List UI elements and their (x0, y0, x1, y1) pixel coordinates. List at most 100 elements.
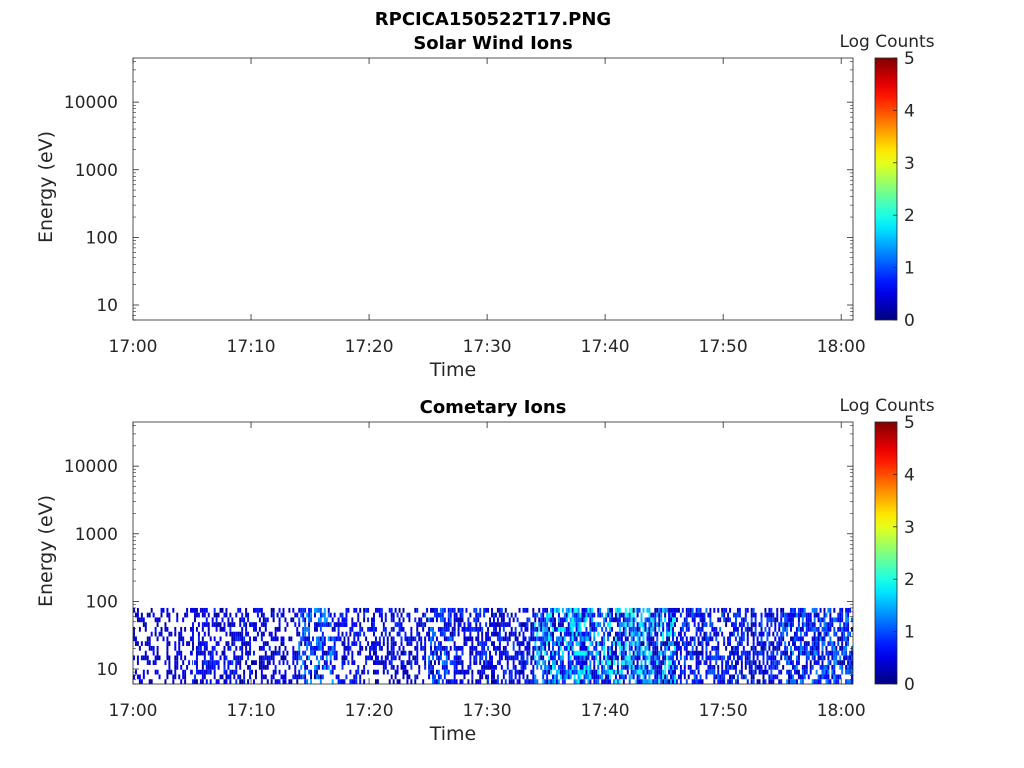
heatmap-cell (284, 674, 287, 680)
heatmap-cell (630, 664, 633, 670)
heatmap-cell (384, 626, 387, 632)
heatmap-cell (506, 650, 509, 656)
heatmap-cell (652, 645, 655, 651)
y-axis-label: Energy (eV) (35, 131, 57, 243)
heatmap-cell (426, 617, 429, 623)
heatmap-cell (138, 674, 141, 680)
heatmap-cell (780, 631, 783, 637)
heatmap-cell (648, 669, 651, 675)
heatmap-cell (392, 664, 395, 670)
heatmap-cell (197, 622, 200, 627)
heatmap-cell (327, 636, 330, 642)
heatmap-cell (457, 626, 460, 632)
heatmap-cell (483, 664, 486, 670)
heatmap-cell (559, 669, 562, 675)
heatmap-cell (441, 631, 444, 637)
heatmap-cell (646, 636, 649, 642)
heatmap-cell (744, 650, 747, 656)
heatmap-cell (424, 641, 427, 646)
heatmap-cell (583, 607, 586, 613)
heatmap-cell (733, 612, 735, 618)
heatmap-cell (276, 650, 279, 656)
heatmap-cell (365, 645, 368, 651)
heatmap-cell (461, 660, 464, 665)
heatmap-cell (522, 631, 525, 637)
heatmap-cell (660, 669, 663, 675)
heatmap-cell (213, 660, 216, 665)
heatmap-cell (652, 664, 655, 670)
heatmap-cell (447, 679, 450, 684)
heatmap-cell (801, 617, 804, 623)
heatmap-cell (479, 669, 482, 675)
heatmap-cell (317, 664, 320, 670)
heatmap-cell (727, 655, 730, 661)
heatmap-cell (276, 626, 279, 632)
heatmap-cell (396, 631, 399, 637)
heatmap-cell (302, 612, 305, 618)
heatmap-cell (672, 622, 674, 627)
heatmap-cell (306, 679, 309, 684)
heatmap-cell (616, 660, 619, 665)
heatmap-cell (821, 655, 824, 661)
heatmap-cell (502, 674, 505, 680)
heatmap-cell (280, 612, 283, 618)
heatmap-cell (410, 679, 413, 684)
heatmap-cell (538, 645, 541, 651)
heatmap-cell (496, 607, 499, 613)
heatmap-cell (508, 617, 511, 623)
heatmap-cell (217, 641, 220, 646)
heatmap-cell (573, 664, 576, 670)
heatmap-cell (465, 626, 468, 632)
heatmap-cell (323, 650, 326, 656)
heatmap-cell (729, 679, 732, 684)
heatmap-cell (622, 650, 625, 656)
heatmap-cell (640, 650, 643, 656)
heatmap-cell (430, 617, 433, 623)
heatmap-cell (673, 674, 676, 680)
heatmap-cell (280, 636, 283, 642)
heatmap-cell (494, 612, 497, 618)
heatmap-cell (569, 607, 572, 613)
heatmap-cell (502, 617, 505, 623)
heatmap-cell (734, 679, 737, 684)
heatmap-cell (646, 626, 649, 632)
heatmap-cell (792, 617, 794, 623)
heatmap-cell (664, 664, 667, 670)
heatmap-cell (186, 607, 189, 613)
heatmap-cell (493, 669, 495, 675)
heatmap-cell (799, 650, 802, 656)
heatmap-cell (402, 617, 405, 623)
heatmap-cell (453, 622, 456, 627)
heatmap-cell (223, 679, 226, 684)
heatmap-cell (288, 607, 291, 613)
heatmap-cell (758, 641, 761, 646)
heatmap-cell (219, 607, 222, 613)
heatmap-cell (597, 641, 600, 646)
heatmap-cell (766, 655, 769, 661)
heatmap-cell (247, 679, 250, 684)
heatmap-cell (709, 664, 712, 670)
heatmap-cell (441, 664, 444, 670)
heatmap-cell (817, 617, 820, 623)
heatmap-cell (195, 655, 198, 661)
heatmap-cell (593, 679, 596, 684)
heatmap-cell (801, 607, 804, 613)
heatmap-cell (310, 674, 313, 680)
heatmap-cell (247, 631, 250, 637)
heatmap-cell (833, 626, 836, 632)
heatmap-cell (666, 636, 669, 642)
heatmap-cell (831, 655, 834, 661)
heatmap-cell (538, 650, 541, 656)
heatmap-cell (500, 617, 503, 623)
heatmap-cell (790, 622, 793, 627)
heatmap-cell (668, 626, 671, 632)
heatmap-cell (514, 655, 517, 661)
heatmap-cell (695, 655, 698, 661)
heatmap-cell (274, 645, 277, 651)
heatmap-cell (707, 664, 710, 670)
heatmap-cell (650, 664, 653, 670)
heatmap-cell (803, 645, 806, 651)
x-tick-label: 18:00 (817, 337, 866, 357)
heatmap-cell (392, 679, 395, 684)
heatmap-cell (721, 679, 724, 684)
